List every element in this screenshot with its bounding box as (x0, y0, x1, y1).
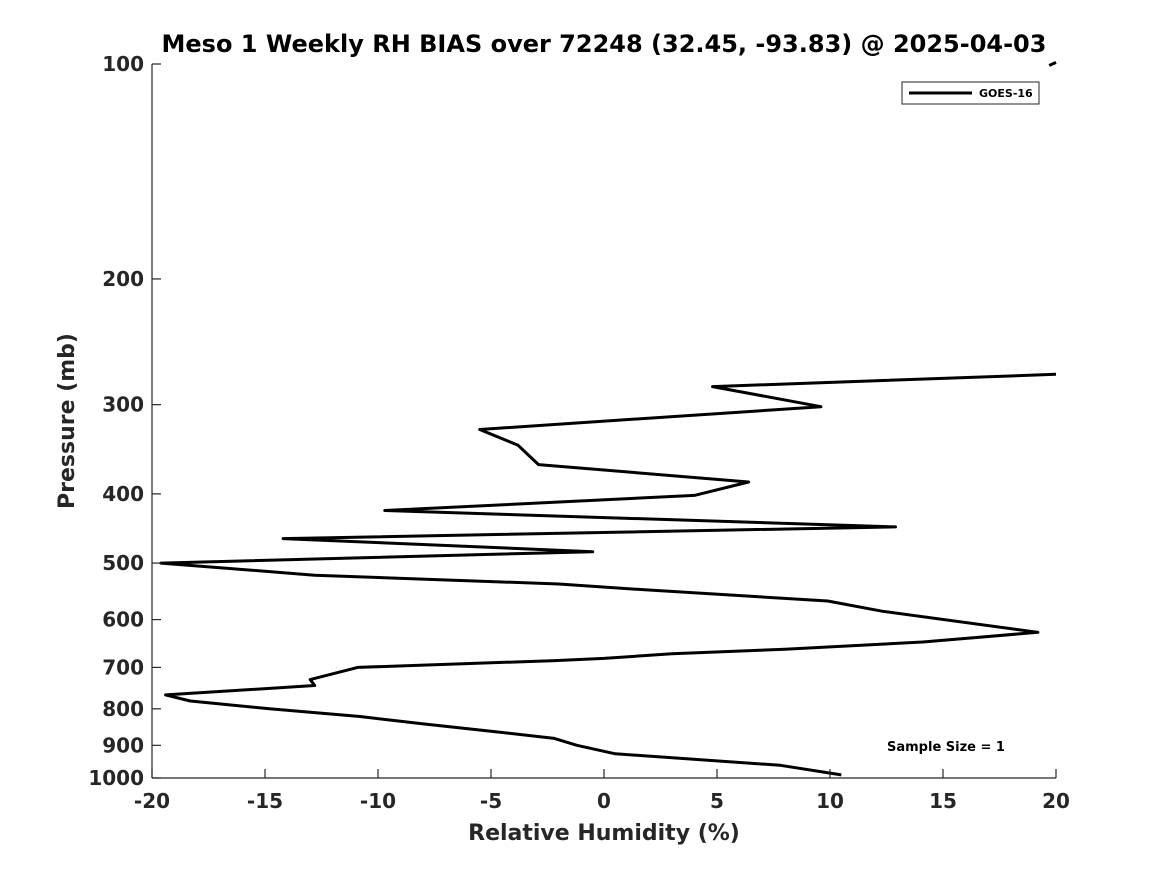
y-tick-label: 300 (102, 393, 144, 417)
x-tick-label: -15 (247, 789, 283, 813)
y-tick-label: 600 (102, 608, 144, 632)
x-tick-label: -20 (134, 789, 170, 813)
series-line-segment-1 (1048, 61, 1057, 67)
x-tick-label: -10 (360, 789, 396, 813)
y-tick-label: 100 (102, 52, 144, 76)
y-tick-label: 700 (102, 655, 144, 679)
x-axis-label: Relative Humidity (%) (468, 821, 740, 846)
sample-size-annotation: Sample Size = 1 (887, 740, 1005, 755)
y-tick-label: 500 (102, 551, 144, 575)
x-tick-label: -5 (480, 789, 502, 813)
y-axis-label: Pressure (mb) (55, 333, 80, 509)
x-tick-label: 15 (929, 789, 957, 813)
legend-label-goes-16: GOES-16 (979, 87, 1033, 100)
chart-title: Meso 1 Weekly RH BIAS over 72248 (32.45,… (162, 30, 1047, 58)
x-tick-label: 20 (1042, 789, 1070, 813)
x-ticks: -20 -15 -10 -5 0 5 10 15 20 (134, 769, 1070, 813)
series-line-goes-16 (159, 372, 1057, 777)
y-tick-label: 800 (102, 697, 144, 721)
legend: GOES-16 (901, 81, 1040, 105)
y-tick-label: 1000 (88, 766, 144, 790)
y-ticks: 100 200 300 400 500 600 700 800 900 1000 (88, 52, 161, 790)
series-layer (159, 61, 1057, 777)
x-tick-label: 5 (710, 789, 724, 813)
x-tick-label: 0 (597, 789, 611, 813)
y-tick-label: 200 (102, 267, 144, 291)
y-tick-label: 900 (102, 733, 144, 757)
y-tick-label: 400 (102, 482, 144, 506)
x-tick-label: 10 (816, 789, 844, 813)
